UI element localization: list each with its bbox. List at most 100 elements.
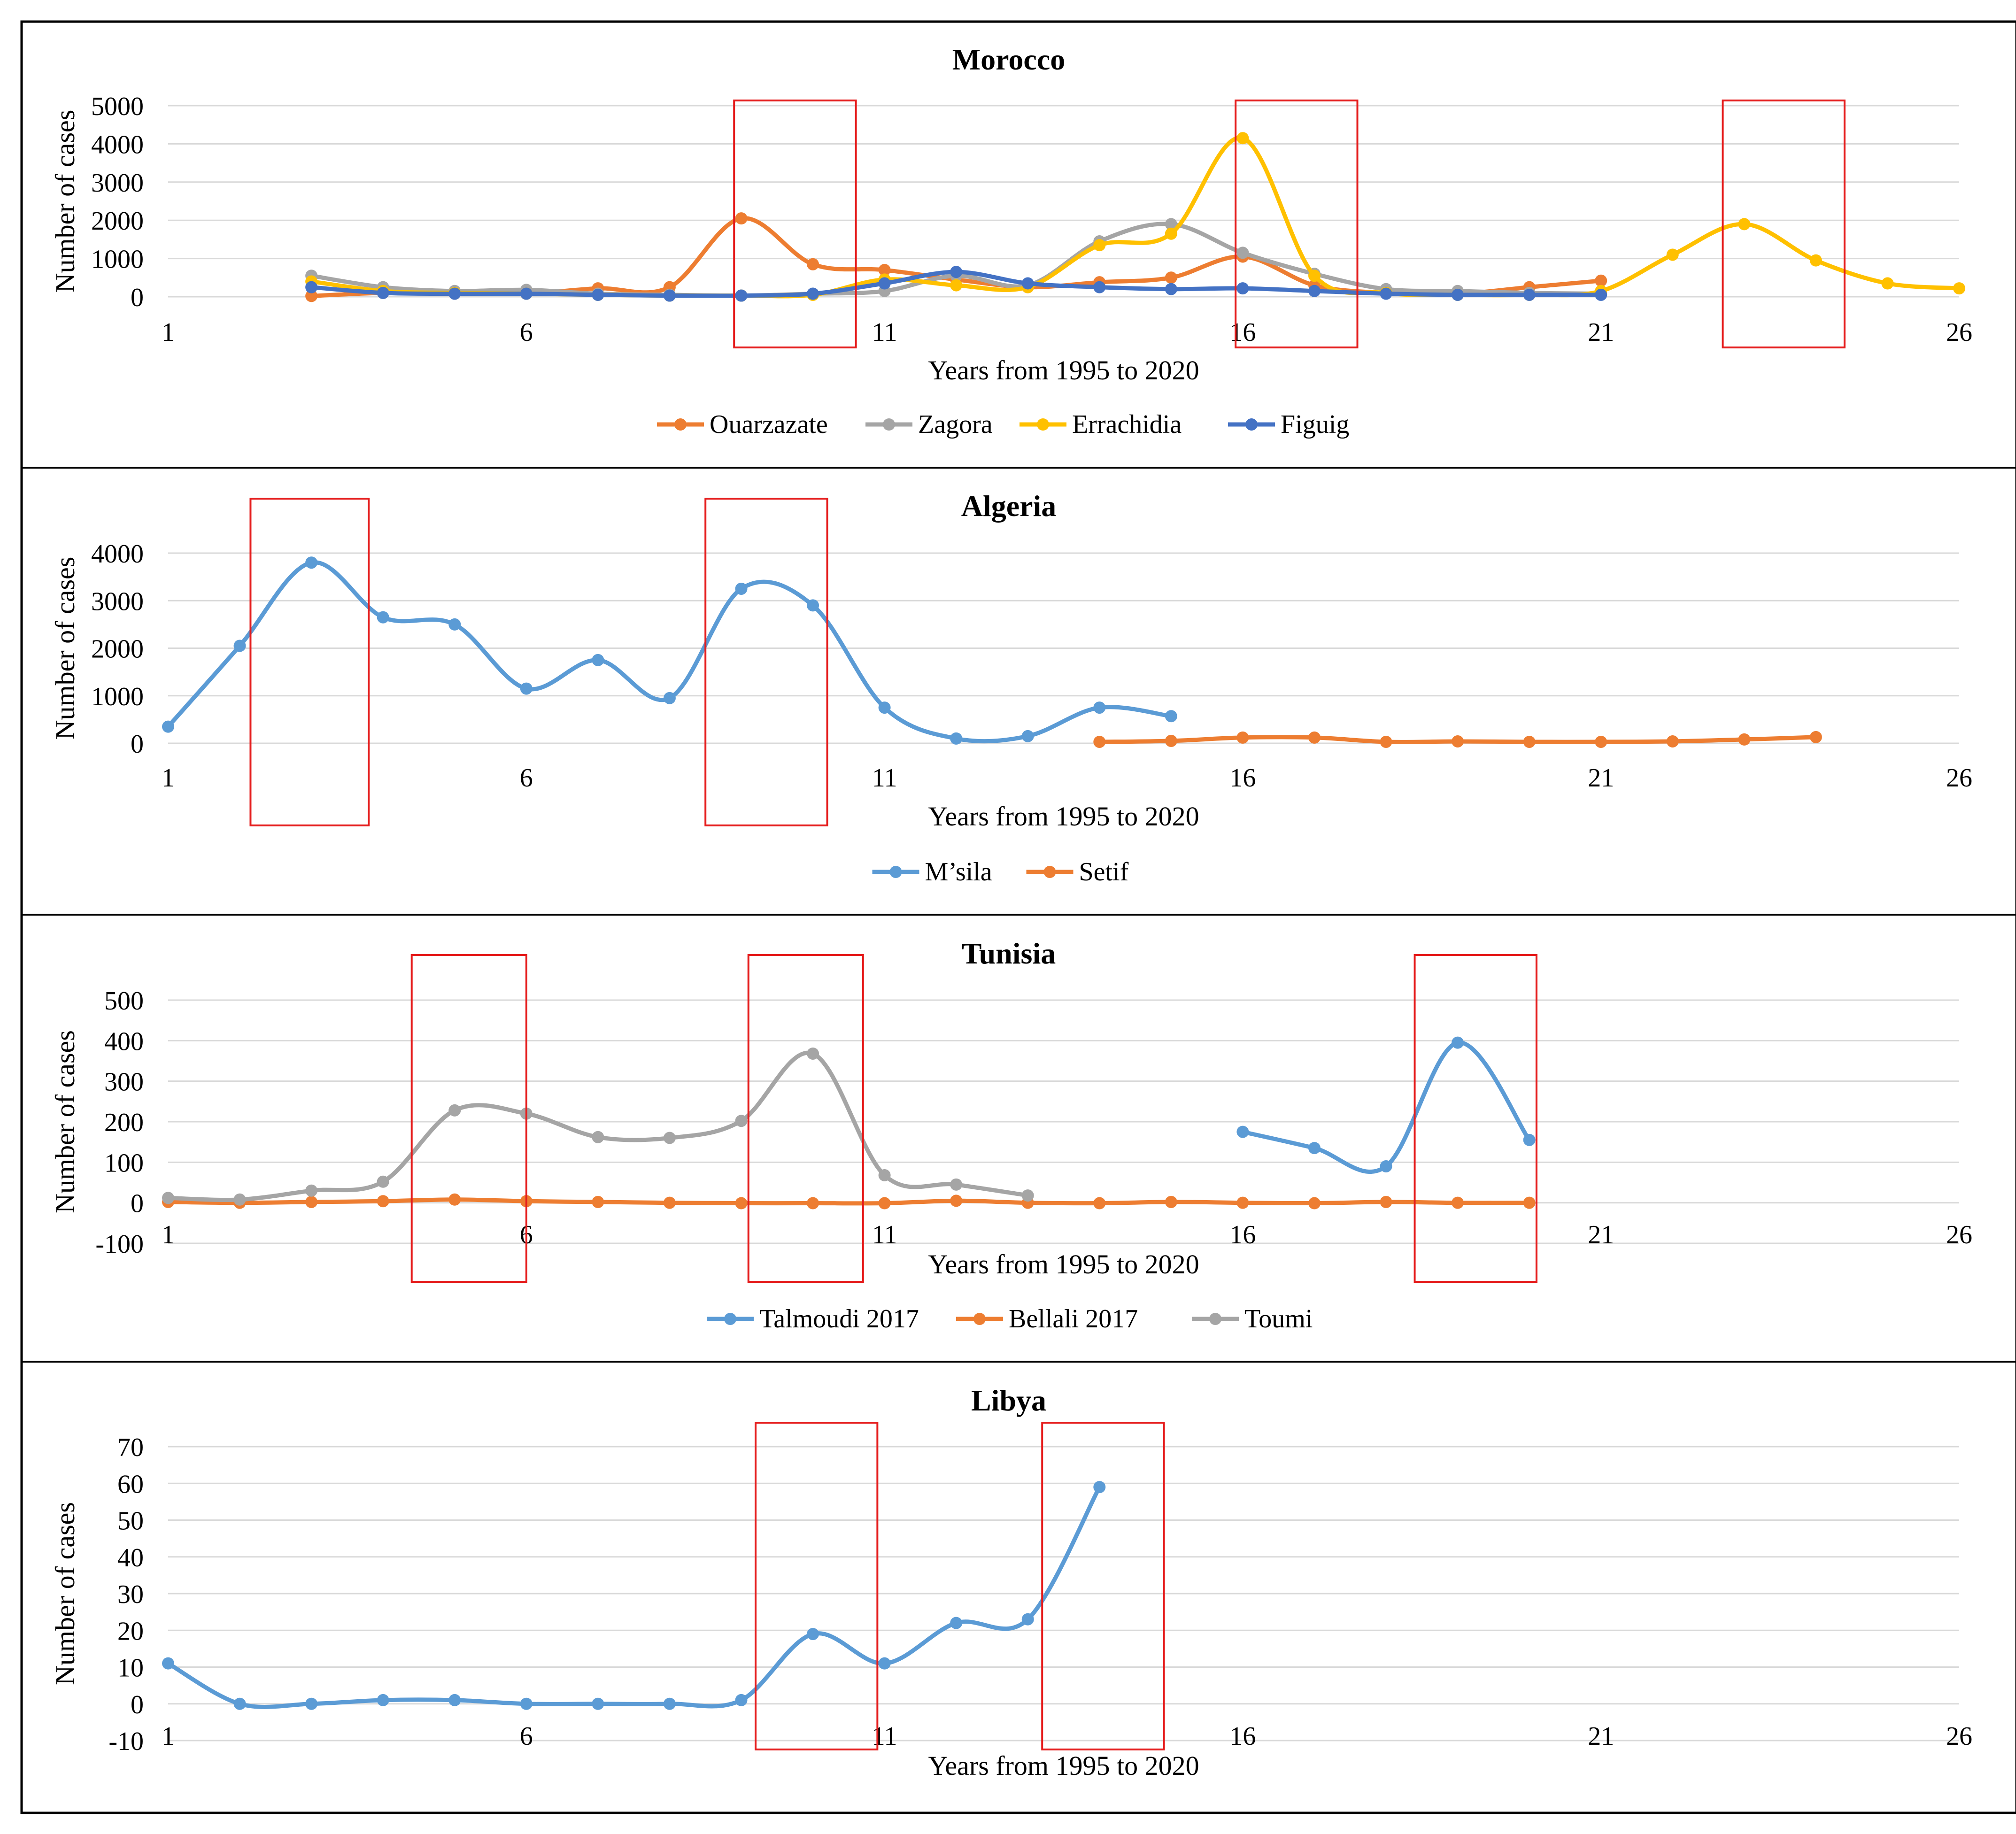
- data-point: [1308, 270, 1321, 282]
- legend-label: Errachidia: [1072, 410, 1182, 439]
- data-point: [807, 1197, 819, 1210]
- y-tick-label: 10: [117, 1654, 144, 1683]
- data-point: [663, 289, 676, 302]
- data-point: [878, 1169, 891, 1181]
- y-tick-label: 0: [131, 1690, 144, 1719]
- x-tick-label: 26: [1946, 1722, 1972, 1751]
- data-point: [1953, 282, 1965, 295]
- data-point: [735, 1197, 748, 1210]
- data-point: [305, 1195, 318, 1208]
- series-m-sila: [162, 556, 1177, 745]
- data-point: [1021, 1613, 1034, 1626]
- legend-label: Bellali 2017: [1009, 1304, 1138, 1333]
- legend-swatch-marker: [1037, 418, 1049, 431]
- data-point: [1308, 285, 1321, 297]
- legend-swatch-marker: [1043, 866, 1056, 878]
- legend-item: Setif: [1026, 857, 1129, 886]
- y-tick-label: 300: [104, 1068, 144, 1097]
- data-point: [1452, 1196, 1464, 1209]
- series-libya: [162, 1481, 1106, 1710]
- y-tick-label: 500: [104, 986, 144, 1016]
- chart-title: Tunisia: [962, 937, 1056, 970]
- y-tick-label: 0: [131, 283, 144, 312]
- legend-label: Figuig: [1281, 410, 1349, 439]
- data-point: [377, 286, 389, 299]
- data-point: [1021, 277, 1034, 290]
- y-tick-label: 1000: [91, 245, 144, 274]
- legend-item: Talmoudi 2017: [707, 1304, 919, 1333]
- series-talmoudi-2017: [1236, 1036, 1536, 1174]
- y-tick-label: 3000: [91, 169, 144, 198]
- y-tick-label: 0: [131, 730, 144, 759]
- data-point: [735, 1115, 748, 1127]
- data-point: [592, 654, 604, 666]
- data-point: [1738, 733, 1751, 746]
- data-point: [162, 1657, 174, 1670]
- x-tick-label: 11: [872, 763, 897, 793]
- legend-item: Errachidia: [1020, 410, 1182, 439]
- highlight-box: [249, 498, 370, 826]
- data-point: [735, 289, 748, 302]
- y-tick-label: 0: [131, 1189, 144, 1218]
- legend-label: Setif: [1079, 857, 1129, 886]
- data-point: [1452, 735, 1464, 747]
- data-point: [448, 1104, 461, 1117]
- series-line: [1240, 1040, 1532, 1174]
- x-tick-label: 1: [162, 763, 175, 793]
- legend-item: Toumi: [1192, 1304, 1313, 1333]
- legend-swatch-marker: [674, 418, 687, 431]
- data-point: [1523, 288, 1536, 301]
- y-tick-label: 400: [104, 1027, 144, 1056]
- data-point: [950, 266, 963, 278]
- data-point: [1595, 735, 1607, 748]
- data-point: [1523, 735, 1536, 748]
- data-point: [377, 1694, 389, 1706]
- x-tick-label: 6: [520, 763, 533, 793]
- data-point: [807, 1047, 819, 1060]
- y-tick-label: 2000: [91, 635, 144, 664]
- x-tick-label: 26: [1946, 1220, 1972, 1249]
- data-point: [1021, 730, 1034, 742]
- legend-item: Zagora: [865, 410, 993, 439]
- legend-item: Ouarzazate: [657, 410, 828, 439]
- data-point: [663, 1132, 676, 1144]
- data-point: [1738, 218, 1751, 231]
- x-tick-label: 11: [872, 318, 897, 347]
- data-point: [1308, 1142, 1321, 1155]
- y-tick-label: 4000: [91, 130, 144, 159]
- highlight-box: [747, 954, 864, 1283]
- x-tick-label: 16: [1229, 1722, 1256, 1751]
- data-point: [735, 212, 748, 225]
- data-point: [1165, 710, 1177, 723]
- data-point: [1165, 227, 1177, 240]
- chart-title: Algeria: [961, 489, 1057, 523]
- y-tick-label: 50: [117, 1507, 144, 1536]
- data-point: [162, 720, 174, 733]
- series-toumi: [162, 1047, 1034, 1206]
- y-tick-label: 2000: [91, 207, 144, 236]
- data-point: [520, 287, 533, 300]
- data-point: [1236, 282, 1249, 295]
- legend-swatch-marker: [1209, 1313, 1221, 1325]
- legend-label: Talmoudi 2017: [759, 1304, 919, 1333]
- highlight-box: [1235, 100, 1359, 348]
- data-point: [1236, 731, 1249, 744]
- data-point: [1380, 287, 1392, 300]
- data-point: [1021, 1189, 1034, 1202]
- highlight-box: [1041, 1422, 1165, 1750]
- y-tick-label: -10: [108, 1727, 144, 1756]
- data-point: [1809, 254, 1822, 267]
- highlight-box: [410, 954, 527, 1283]
- legend: Talmoudi 2017 Bellali 2017 Toumi: [707, 1304, 1313, 1333]
- y-tick-label: 1000: [91, 682, 144, 711]
- data-point: [1595, 288, 1607, 301]
- legend: Ouarzazate Zagora Errachidia Figuig: [657, 410, 1349, 439]
- data-point: [735, 582, 748, 595]
- data-point: [1380, 1160, 1392, 1172]
- data-point: [1809, 731, 1822, 743]
- data-point: [950, 732, 963, 745]
- data-point: [377, 1195, 389, 1208]
- legend-swatch-marker: [724, 1313, 736, 1325]
